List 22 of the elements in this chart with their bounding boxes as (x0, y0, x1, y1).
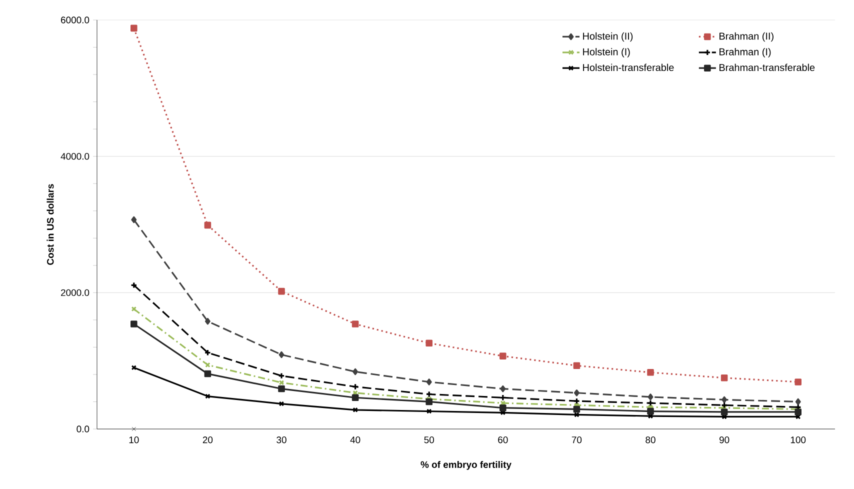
legend-label: Holstein (II) (583, 32, 633, 42)
x-tick-label: 90 (719, 436, 730, 444)
y-tick-label: 0.0 (76, 426, 90, 432)
x-tick-label: 80 (646, 436, 656, 444)
y-tick-label: 4000.0 (60, 152, 90, 160)
x-tick-label: 20 (202, 436, 213, 444)
legend-label: Holstein-transferable (583, 64, 674, 72)
x-tick-label: 10 (129, 436, 139, 444)
y-tick-label: 2000.0 (61, 289, 90, 296)
legend-label: Brahman (I) (720, 48, 771, 58)
y-tick-label: 6000.0 (61, 16, 90, 24)
x-tick-label: 70 (572, 436, 582, 444)
x-tick-label: 30 (276, 436, 286, 444)
legend-label: Holstein (I) (583, 48, 630, 58)
x-tick-label: 50 (424, 436, 434, 444)
legend-label: Brahman (II) (720, 32, 774, 42)
legend-label: Brahman-transferable (720, 64, 815, 72)
x-tick-label: 60 (498, 436, 508, 444)
x-tick-label: 40 (350, 436, 360, 444)
x-axis-title: % of embryo fertility (420, 461, 512, 470)
y-axis-title: Cost in US dollars (46, 184, 54, 265)
x-tick-label: 100 (790, 436, 806, 444)
